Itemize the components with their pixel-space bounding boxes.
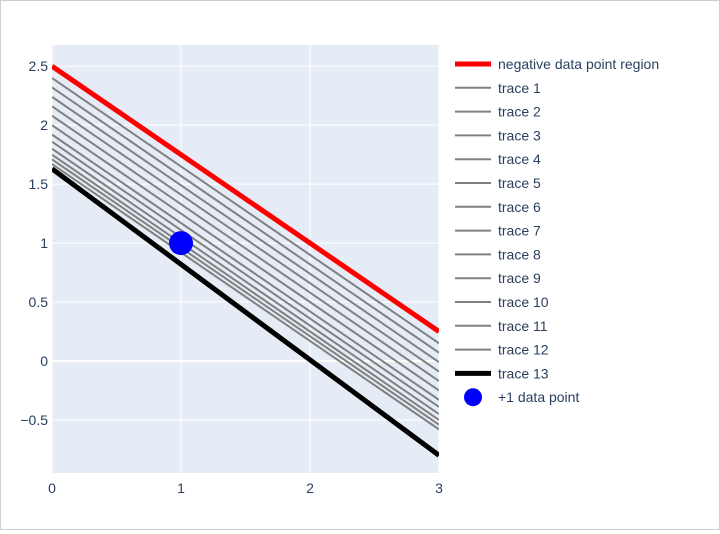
legend-swatch bbox=[464, 388, 482, 407]
x-tick-label: 2 bbox=[306, 480, 314, 496]
series-line-trace-10 bbox=[52, 153, 439, 421]
series-line-trace-13 bbox=[52, 166, 439, 458]
x-tick-label: 0 bbox=[48, 480, 56, 496]
legend-item[interactable]: trace 5 bbox=[455, 175, 541, 191]
legend-item[interactable]: trace 1 bbox=[455, 80, 541, 96]
series-line-trace-9 bbox=[52, 147, 439, 415]
legend-item[interactable]: trace 7 bbox=[455, 223, 541, 239]
y-tick-label: 2.5 bbox=[29, 58, 49, 74]
x-tick-label: 3 bbox=[435, 480, 443, 496]
data-point bbox=[169, 231, 193, 256]
legend-label: trace 5 bbox=[498, 175, 541, 191]
legend-item[interactable]: trace 10 bbox=[455, 294, 549, 310]
legend-label: trace 11 bbox=[498, 318, 548, 334]
series-line-trace-8 bbox=[52, 140, 439, 408]
legend-label: trace 8 bbox=[498, 246, 541, 262]
legend[interactable]: negative data point region trace 1 trace 2… bbox=[455, 56, 659, 407]
data-points bbox=[169, 231, 193, 256]
legend-item[interactable]: trace 4 bbox=[455, 151, 541, 167]
legend-item[interactable]: trace 3 bbox=[455, 127, 541, 143]
legend-item[interactable]: trace 12 bbox=[455, 342, 549, 358]
series-line-trace-1 bbox=[52, 77, 439, 345]
legend-label: trace 3 bbox=[498, 127, 541, 143]
legend-item[interactable]: negative data point region bbox=[455, 56, 659, 72]
legend-label: negative data point region bbox=[498, 56, 659, 72]
series-line-trace-2 bbox=[52, 86, 439, 354]
legend-label: trace 12 bbox=[498, 342, 549, 358]
series-line-negative-data-point-region bbox=[52, 64, 439, 334]
series-line-trace-11 bbox=[52, 158, 439, 426]
series-line-trace-3 bbox=[52, 96, 439, 363]
legend-label: trace 9 bbox=[498, 270, 541, 286]
legend-item[interactable]: trace 13 bbox=[455, 365, 549, 381]
legend-label: trace 10 bbox=[498, 294, 549, 310]
legend-label: trace 7 bbox=[498, 223, 541, 239]
grid-lines bbox=[51, 45, 440, 473]
series-line-trace-4 bbox=[52, 105, 439, 373]
series-line-trace-5 bbox=[52, 114, 439, 382]
legend-label: trace 1 bbox=[498, 80, 541, 96]
legend-label: +1 data point bbox=[498, 389, 579, 405]
series-line-trace-7 bbox=[52, 133, 439, 401]
y-axis-ticks: −0.5 0 0.5 1 1.5 2 2.5 bbox=[20, 58, 48, 428]
legend-item[interactable]: trace 6 bbox=[455, 199, 541, 215]
legend-item[interactable]: trace 9 bbox=[455, 270, 541, 286]
y-tick-label: −0.5 bbox=[20, 412, 48, 428]
legend-item[interactable]: trace 8 bbox=[455, 246, 541, 262]
legend-label: trace 2 bbox=[498, 104, 541, 120]
legend-label: trace 13 bbox=[498, 365, 549, 381]
legend-item[interactable]: trace 11 bbox=[455, 318, 548, 334]
legend-label: trace 4 bbox=[498, 151, 541, 167]
x-tick-label: 1 bbox=[177, 480, 185, 496]
y-tick-label: 2 bbox=[40, 117, 48, 133]
y-tick-label: 1.5 bbox=[29, 176, 49, 192]
legend-item[interactable]: trace 2 bbox=[455, 104, 541, 120]
y-tick-label: 0.5 bbox=[29, 294, 49, 310]
series-lines bbox=[52, 64, 439, 458]
y-tick-label: 1 bbox=[40, 235, 48, 251]
y-tick-label: 0 bbox=[40, 353, 48, 369]
x-axis-ticks: 0 1 2 3 bbox=[48, 480, 443, 496]
legend-item[interactable]: +1 data point bbox=[464, 388, 579, 407]
legend-label: trace 6 bbox=[498, 199, 541, 215]
series-line-trace-12 bbox=[52, 163, 439, 431]
series-line-trace-6 bbox=[52, 124, 439, 392]
